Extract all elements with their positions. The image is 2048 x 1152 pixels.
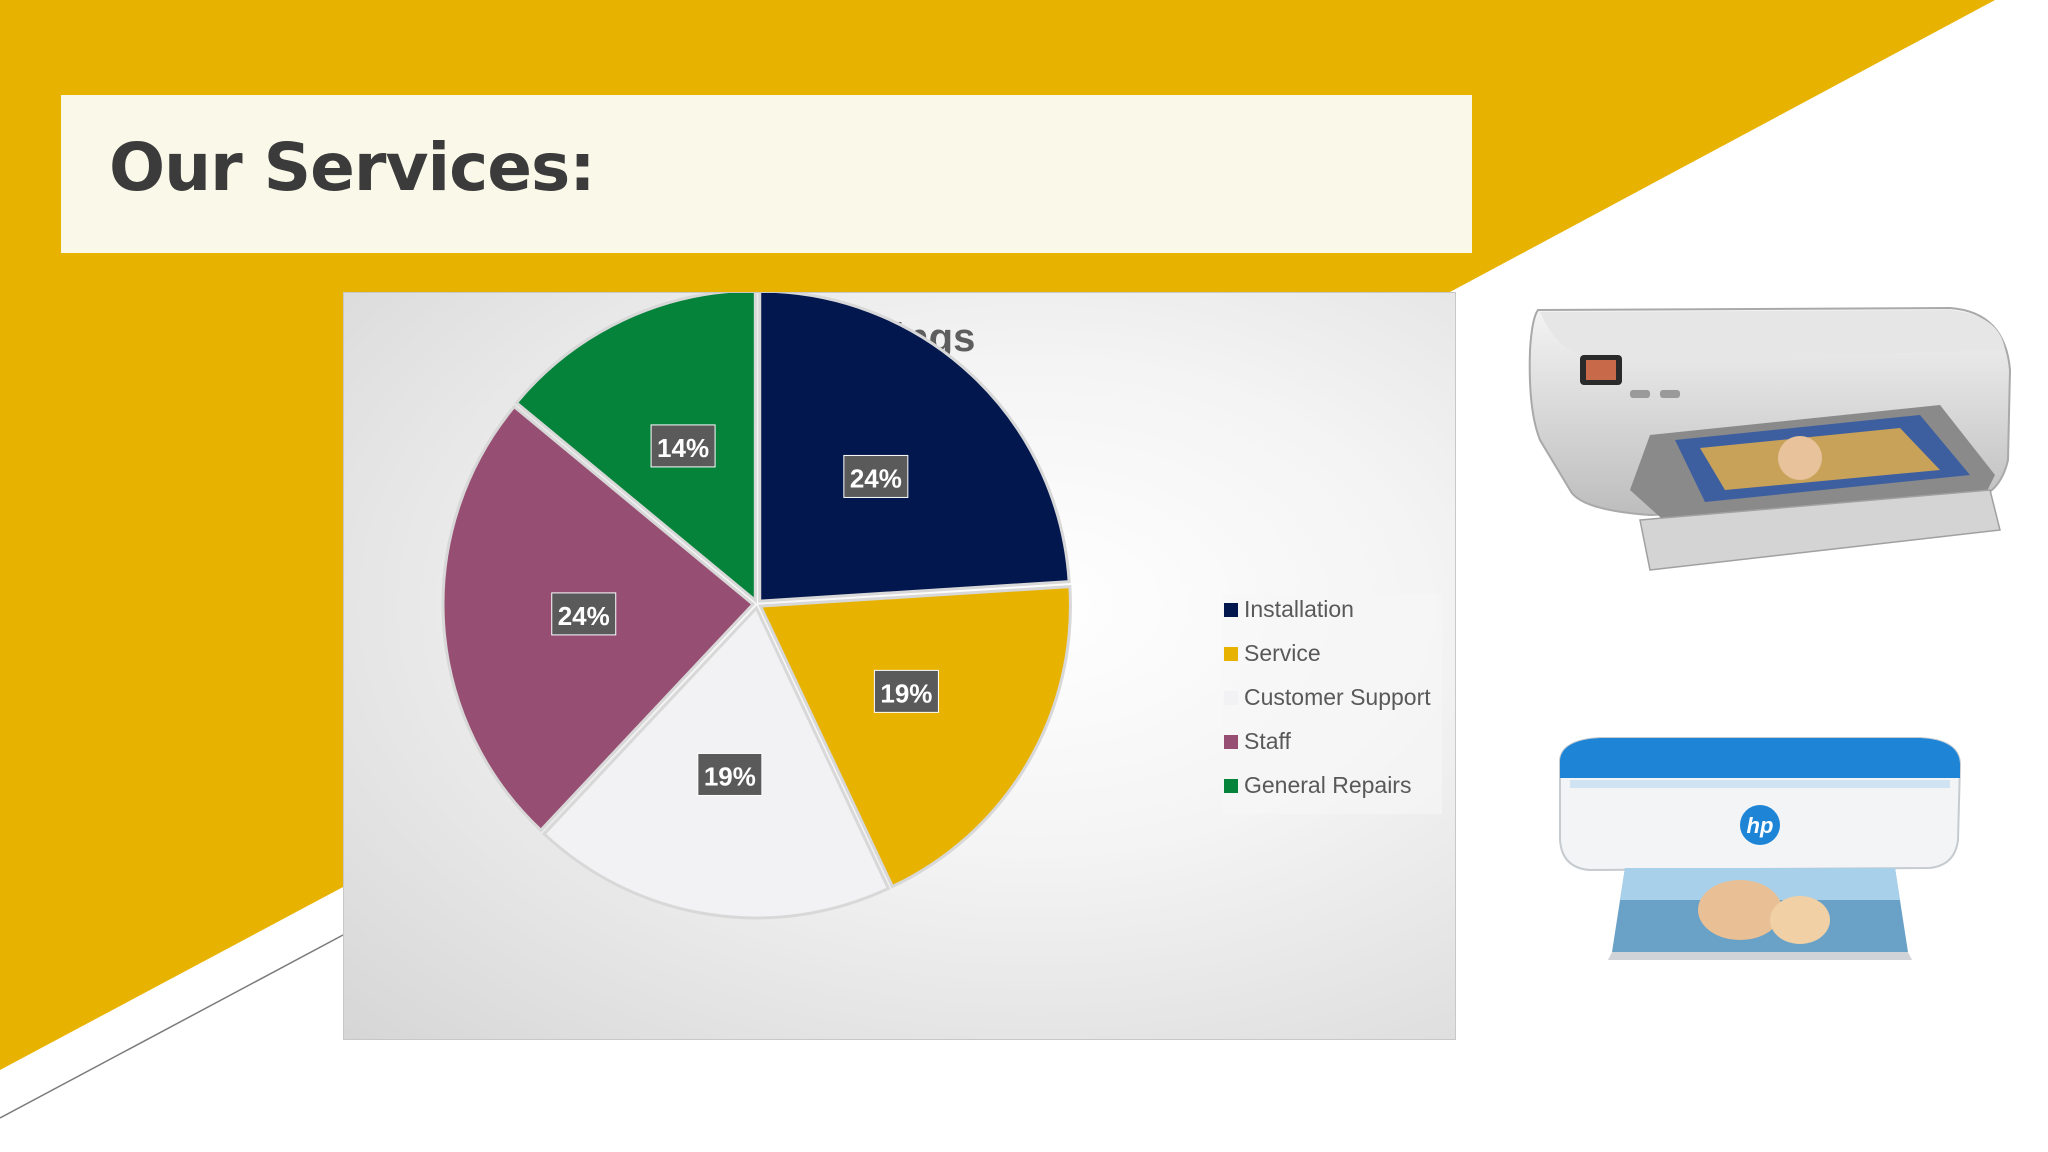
legend-item-customer-support: Customer Support (1224, 684, 1431, 710)
printer-deskjet-icon: hp (1559, 737, 1962, 960)
legend: Installation Service Customer Support Staff… (1224, 596, 1431, 798)
data-label-general-repairs: 14% (650, 424, 716, 468)
legend-label: Installation (1244, 596, 1354, 622)
legend-item-general-repairs: General Repairs (1224, 772, 1411, 798)
pie-data-labels: 24% 19% 19% 24% 14% (551, 424, 939, 796)
legend-label: Customer Support (1244, 684, 1431, 710)
svg-text:19%: 19% (880, 678, 932, 708)
svg-text:24%: 24% (850, 463, 902, 493)
legend-swatch (1224, 647, 1238, 661)
legend-label: Staff (1244, 728, 1291, 754)
legend-swatch (1224, 735, 1238, 749)
printer-photosmart-icon (1528, 306, 2012, 571)
legend-swatch (1224, 603, 1238, 617)
svg-text:19%: 19% (704, 761, 756, 791)
data-label-staff: 24% (551, 592, 617, 636)
legend-item-staff: Staff (1224, 728, 1291, 754)
pie-chart: Ratings 24%19%19%24%14% InstallationServ… (441, 293, 1442, 920)
svg-text:24%: 24% (558, 601, 610, 631)
legend-label: Service (1244, 640, 1321, 666)
legend-swatch (1224, 691, 1238, 705)
legend-item-installation: Installation (1224, 596, 1354, 622)
legend-label: General Repairs (1244, 772, 1411, 798)
pie-slice-general-repairs (514, 293, 757, 604)
pie-slices (441, 293, 1072, 920)
legend-item-service: Service (1224, 640, 1321, 666)
svg-text:14%: 14% (657, 433, 709, 463)
hp-logo: hp (1747, 813, 1774, 838)
legend-box (1222, 594, 1442, 814)
legend-swatch (1224, 779, 1238, 793)
pie-slice-service (758, 584, 1072, 889)
pie-chart-area: Ratings 24%19%19%24%14% InstallationServ… (343, 292, 1456, 1040)
data-label-customer-support: 19% (697, 752, 763, 796)
page-title: Our Services: (109, 129, 596, 206)
data-label-installation: 24% (843, 454, 909, 498)
title-banner: Our Services: (61, 95, 1472, 253)
pie-slice-installation (758, 293, 1071, 603)
data-label-service: 19% (873, 669, 939, 713)
